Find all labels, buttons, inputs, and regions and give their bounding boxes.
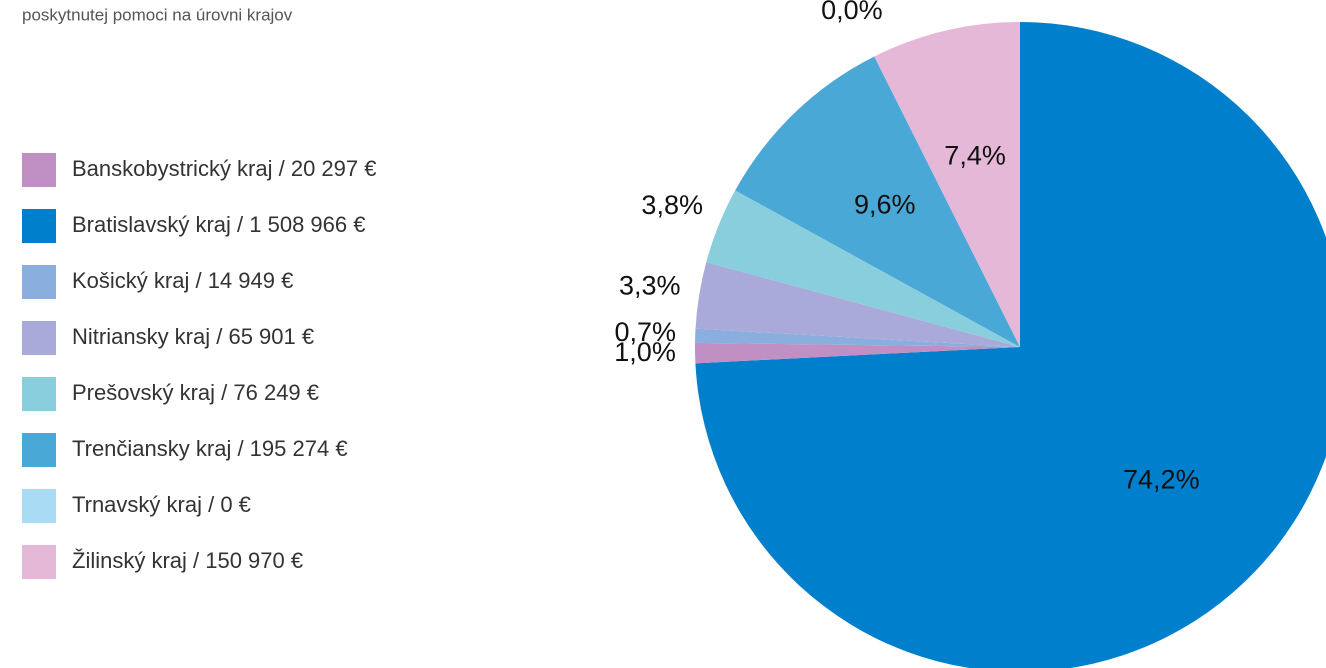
legend-swatch	[22, 265, 56, 299]
pie-slice	[695, 328, 1020, 347]
legend-swatch	[22, 433, 56, 467]
legend-label: Košický kraj / 14 949 €	[72, 268, 293, 293]
slice-label: 0,7%	[614, 317, 676, 347]
pie-slice	[735, 56, 1020, 348]
slice-label: 9,6%	[854, 190, 916, 220]
slice-label: 0,0%	[821, 0, 883, 25]
legend-label: Bratislavský kraj / 1 508 966 €	[72, 212, 365, 237]
legend-swatch	[22, 153, 56, 187]
legend-swatch	[22, 489, 56, 523]
chart-subtitle: poskytnutej pomoci na úrovni krajov	[22, 5, 293, 24]
slice-label: 7,4%	[944, 140, 1006, 170]
pie-slice	[695, 342, 1020, 364]
pie-slice	[695, 22, 1326, 668]
legend-label: Banskobystrický kraj / 20 297 €	[72, 156, 376, 181]
legend-label: Nitriansky kraj / 65 901 €	[72, 324, 314, 349]
slice-label: 3,8%	[641, 190, 703, 220]
legend-label: Žilinský kraj / 150 970 €	[72, 548, 303, 573]
pie-slice	[695, 262, 1020, 347]
legend-label: Trnavský kraj / 0 €	[72, 492, 251, 517]
pie-slice	[874, 22, 1020, 347]
legend-label: Prešovský kraj / 76 249 €	[72, 380, 319, 405]
legend-swatch	[22, 545, 56, 579]
legend-swatch	[22, 377, 56, 411]
slice-label: 3,3%	[619, 270, 681, 300]
legend-label: Trenčiansky kraj / 195 274 €	[72, 436, 348, 461]
slice-label: 74,2%	[1123, 465, 1200, 495]
legend-swatch	[22, 209, 56, 243]
pie-slice	[706, 190, 1020, 347]
legend-swatch	[22, 321, 56, 355]
slice-label: 1,0%	[614, 337, 676, 367]
